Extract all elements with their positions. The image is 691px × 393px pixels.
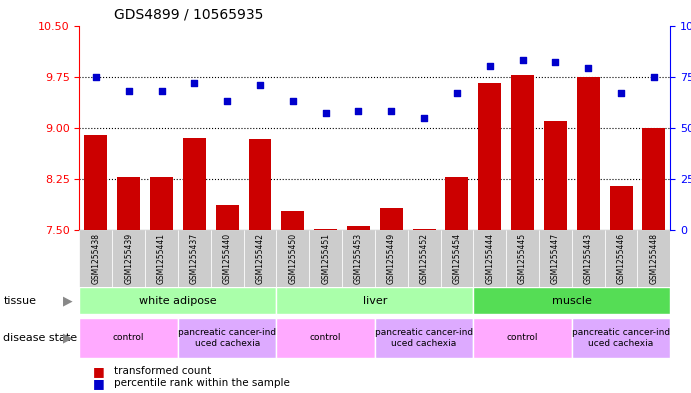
Text: GSM1255449: GSM1255449 [387, 233, 396, 284]
Text: GSM1255447: GSM1255447 [551, 233, 560, 284]
Text: ▶: ▶ [63, 331, 73, 345]
Text: GSM1255444: GSM1255444 [485, 233, 494, 284]
Text: percentile rank within the sample: percentile rank within the sample [114, 378, 290, 388]
Bar [413, 229, 435, 230]
Text: GSM1255453: GSM1255453 [354, 233, 363, 284]
Point [583, 65, 594, 72]
Point [648, 73, 659, 80]
Text: GSM1255445: GSM1255445 [518, 233, 527, 284]
Bar [473, 318, 571, 358]
Text: ■: ■ [93, 376, 105, 390]
Bar [276, 287, 473, 314]
Bar [79, 318, 178, 358]
Text: GSM1255442: GSM1255442 [256, 233, 265, 284]
Point [222, 98, 233, 104]
Bar [276, 318, 375, 358]
Text: GSM1255451: GSM1255451 [321, 233, 330, 284]
Bar [609, 185, 632, 230]
Bar [473, 287, 670, 314]
Text: GSM1255443: GSM1255443 [584, 233, 593, 284]
Bar [249, 139, 272, 230]
Bar [478, 83, 501, 230]
Bar [84, 134, 107, 230]
Text: GSM1255454: GSM1255454 [453, 233, 462, 284]
Bar [446, 178, 468, 230]
Point [550, 59, 561, 66]
Text: pancreatic cancer-ind
uced cachexia: pancreatic cancer-ind uced cachexia [572, 328, 670, 348]
Point [353, 108, 364, 114]
Bar [375, 230, 408, 287]
Text: GSM1255446: GSM1255446 [616, 233, 625, 284]
Text: liver: liver [363, 296, 387, 306]
Text: tissue: tissue [3, 296, 37, 306]
Bar [571, 230, 605, 287]
Bar [511, 75, 534, 230]
Text: GSM1255448: GSM1255448 [650, 233, 659, 284]
Point [451, 90, 462, 96]
Point [287, 98, 299, 104]
Bar [380, 208, 403, 230]
Point [419, 114, 430, 121]
Bar [571, 318, 670, 358]
Point [386, 108, 397, 114]
Text: GSM1255441: GSM1255441 [157, 233, 166, 284]
Text: GDS4899 / 10565935: GDS4899 / 10565935 [114, 7, 263, 22]
Bar [281, 211, 304, 230]
Bar [112, 230, 145, 287]
Text: transformed count: transformed count [114, 366, 211, 376]
Bar [79, 230, 112, 287]
Text: pancreatic cancer-ind
uced cachexia: pancreatic cancer-ind uced cachexia [178, 328, 276, 348]
Point [189, 80, 200, 86]
Bar [506, 230, 539, 287]
Point [320, 110, 331, 117]
Bar [314, 229, 337, 230]
Bar [408, 230, 440, 287]
Point [123, 88, 134, 94]
Bar [276, 230, 309, 287]
Bar [178, 230, 211, 287]
Bar [544, 121, 567, 230]
Bar [605, 230, 637, 287]
Bar [243, 230, 276, 287]
Bar [145, 230, 178, 287]
Text: ▶: ▶ [63, 294, 73, 307]
Bar [347, 226, 370, 230]
Bar [643, 128, 665, 230]
Point [517, 57, 528, 63]
Point [616, 90, 627, 96]
Bar [178, 318, 276, 358]
Bar [342, 230, 375, 287]
Bar [375, 318, 473, 358]
Text: control: control [310, 334, 341, 342]
Text: control: control [507, 334, 538, 342]
Text: GSM1255452: GSM1255452 [419, 233, 428, 284]
Bar [440, 230, 473, 287]
Text: GSM1255450: GSM1255450 [288, 233, 297, 284]
Text: GSM1255437: GSM1255437 [190, 233, 199, 284]
Bar [577, 77, 600, 230]
Bar [309, 230, 342, 287]
Text: GSM1255438: GSM1255438 [91, 233, 100, 284]
Text: white adipose: white adipose [139, 296, 217, 306]
Bar [117, 178, 140, 230]
Bar [79, 287, 276, 314]
Text: GSM1255439: GSM1255439 [124, 233, 133, 284]
Bar [150, 177, 173, 230]
Text: control: control [113, 334, 144, 342]
Text: GSM1255440: GSM1255440 [223, 233, 231, 284]
Bar [473, 230, 506, 287]
Bar [637, 230, 670, 287]
Point [484, 63, 495, 70]
Text: muscle: muscle [552, 296, 591, 306]
Text: ■: ■ [93, 365, 105, 378]
Text: disease state: disease state [3, 333, 77, 343]
Bar [216, 205, 238, 230]
Bar [539, 230, 571, 287]
Bar [211, 230, 243, 287]
Text: pancreatic cancer-ind
uced cachexia: pancreatic cancer-ind uced cachexia [375, 328, 473, 348]
Point [156, 88, 167, 94]
Bar [183, 138, 206, 230]
Point [91, 73, 102, 80]
Point [254, 82, 265, 88]
